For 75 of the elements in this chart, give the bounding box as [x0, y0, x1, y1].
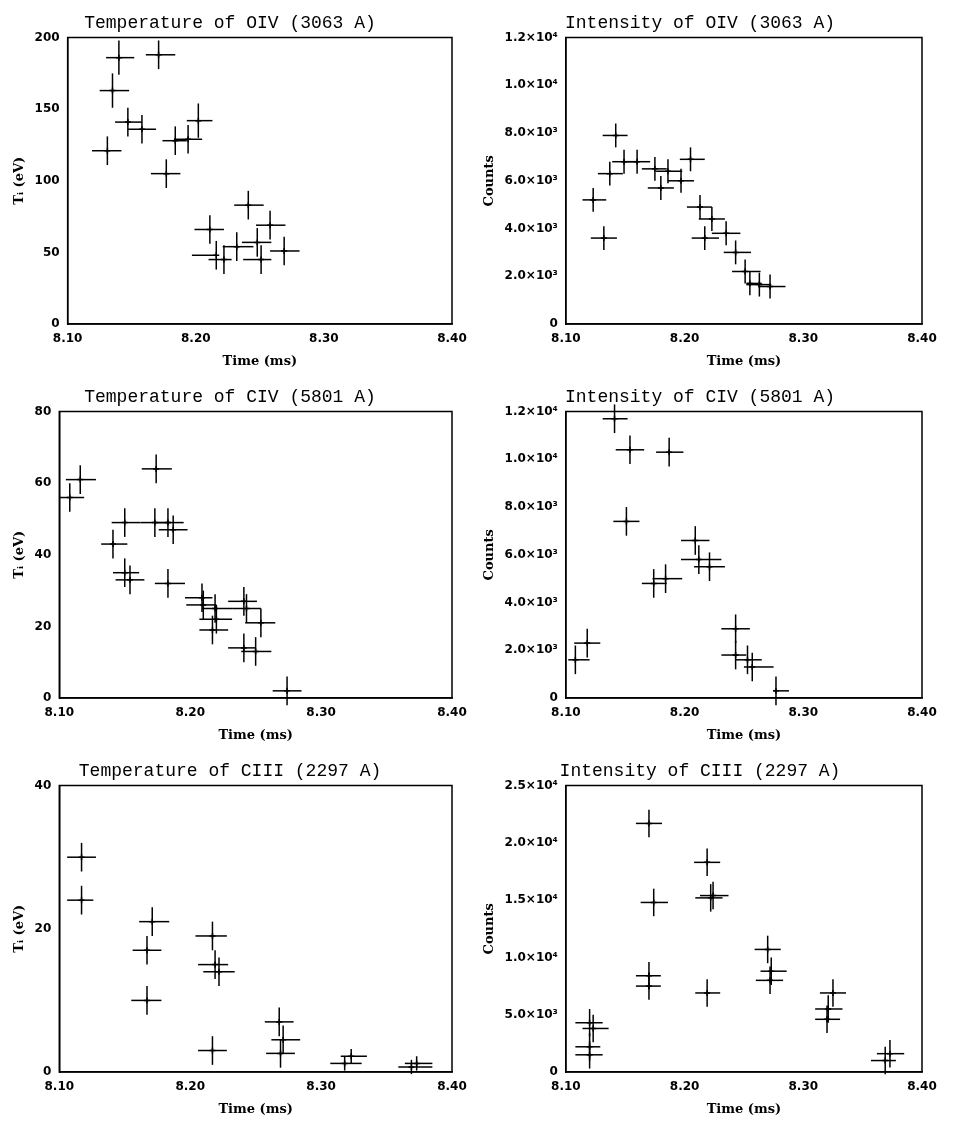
x-tick-label: 8.40	[437, 1079, 467, 1094]
x-tick-label: 8.30	[309, 331, 339, 346]
chart-title: Intensity of OIV (3063 A)	[564, 12, 836, 33]
x-tick-label: 8.30	[788, 1079, 819, 1094]
y-tick-label: 20	[34, 920, 52, 935]
y-tick-label: 4.0×10³	[504, 594, 558, 609]
x-tick-label: 8.20	[669, 331, 700, 346]
chart-title: Intensity of CIII (2297 A)	[559, 760, 841, 781]
y-axis-title: Tᵢ (eV)	[11, 904, 27, 953]
y-tick-label: 8.0×10³	[504, 499, 558, 514]
x-tick-label: 8.10	[551, 1079, 581, 1094]
x-tick-label: 8.40	[907, 705, 937, 720]
x-tick-label: 8.30	[306, 705, 336, 720]
y-tick-label: 6.0×10³	[504, 546, 558, 561]
y-tick-label: 60	[34, 475, 52, 490]
x-tick-label: 8.10	[52, 331, 83, 346]
y-tick-label: 0	[549, 690, 558, 705]
x-axis-title: Time (ms)	[706, 726, 782, 742]
y-axis-title: Tᵢ (eV)	[11, 156, 27, 205]
x-tick-label: 8.10	[44, 1079, 75, 1094]
y-tick-label: 1.0×10⁴	[504, 77, 558, 92]
x-tick-label: 8.40	[437, 705, 467, 720]
x-tick-label: 8.10	[551, 331, 581, 346]
x-tick-label: 8.20	[669, 705, 700, 720]
x-tick-label: 8.20	[175, 1079, 205, 1094]
chart-title: Temperature of CIII (2297 A)	[78, 760, 382, 781]
y-tick-label: 1.0×10⁴	[504, 451, 558, 466]
chart-title: Intensity of CIV (5801 A)	[564, 386, 836, 407]
x-tick-label: 8.10	[551, 705, 581, 720]
y-tick-label: 50	[42, 244, 60, 259]
y-tick-label: 2.0×10³	[504, 268, 558, 283]
y-tick-label: 1.0×10⁴	[504, 949, 558, 964]
y-tick-label: 1.2×10⁴	[504, 403, 558, 418]
x-tick-label: 8.40	[907, 331, 937, 346]
y-tick-label: 5.0×10³	[504, 1006, 558, 1021]
y-tick-label: 1.2×10⁴	[504, 29, 558, 44]
y-tick-label: 0	[549, 1064, 558, 1079]
x-tick-label: 8.20	[175, 705, 205, 720]
y-axis-title: Counts	[481, 155, 497, 207]
y-tick-label: 80	[34, 403, 52, 418]
x-tick-label: 8.30	[788, 331, 819, 346]
y-tick-label: 20	[34, 618, 52, 633]
x-tick-label: 8.30	[788, 705, 819, 720]
y-tick-label: 40	[34, 546, 52, 561]
y-tick-label: 6.0×10³	[504, 172, 558, 187]
x-axis-title: Time (ms)	[218, 726, 293, 742]
x-tick-label: 8.40	[437, 331, 467, 346]
y-tick-label: 40	[34, 777, 52, 792]
y-tick-label: 0	[42, 1064, 52, 1079]
x-tick-label: 8.10	[44, 705, 75, 720]
x-tick-label: 8.20	[669, 1079, 700, 1094]
y-axis-title: Counts	[481, 529, 497, 581]
y-tick-label: 8.0×10³	[504, 125, 558, 140]
y-tick-label: 0	[51, 316, 60, 331]
y-tick-label: 2.0×10³	[504, 642, 558, 657]
x-axis-title: Time (ms)	[222, 352, 298, 368]
y-tick-label: 150	[34, 101, 60, 116]
chart-title: Temperature of OIV (3063 A)	[84, 12, 376, 33]
chart-title: Temperature of CIV (5801 A)	[84, 386, 376, 407]
y-axis-title: Tᵢ (eV)	[11, 530, 27, 579]
x-tick-label: 8.20	[180, 331, 211, 346]
y-tick-label: 2.0×10⁴	[504, 835, 558, 850]
y-tick-label: 0	[42, 690, 52, 705]
y-tick-label: 200	[34, 29, 60, 44]
x-tick-label: 8.30	[306, 1079, 336, 1094]
y-tick-label: 100	[34, 172, 60, 187]
y-tick-label: 0	[549, 316, 558, 331]
x-axis-title: Time (ms)	[706, 1100, 782, 1116]
y-axis-title: Counts	[481, 903, 497, 955]
x-axis-title: Time (ms)	[218, 1100, 293, 1116]
y-tick-label: 4.0×10³	[504, 220, 558, 235]
y-tick-label: 1.5×10⁴	[504, 892, 558, 907]
x-tick-label: 8.40	[907, 1079, 937, 1094]
y-tick-label: 2.5×10⁴	[504, 777, 558, 792]
x-axis-title: Time (ms)	[706, 352, 782, 368]
